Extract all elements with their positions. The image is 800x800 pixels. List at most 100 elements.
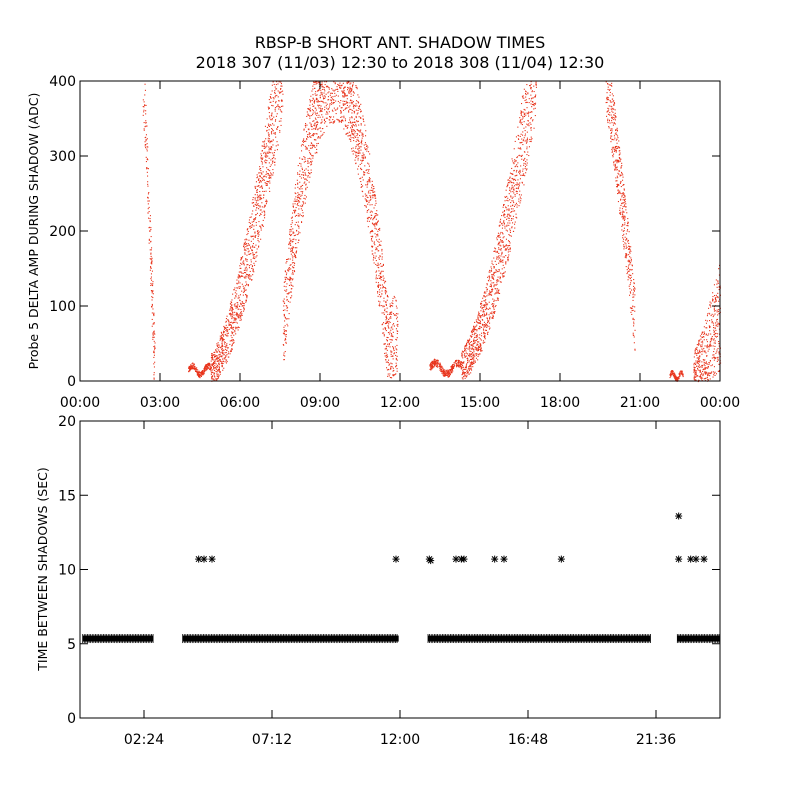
shadow-amplitude-point	[147, 185, 149, 187]
shadow-amplitude-point	[371, 229, 373, 231]
shadow-amplitude-point	[357, 120, 359, 122]
shadow-amplitude-point	[250, 253, 252, 255]
shadow-amplitude-point	[229, 312, 231, 314]
shadow-amplitude-point	[461, 354, 463, 356]
shadow-amplitude-point	[231, 345, 233, 347]
shadow-amplitude-point	[260, 158, 262, 160]
shadow-amplitude-point	[670, 373, 672, 375]
shadow-amplitude-point	[609, 91, 611, 93]
shadow-amplitude-point	[631, 307, 633, 309]
shadow-amplitude-point	[268, 177, 270, 179]
shadow-amplitude-point	[471, 357, 473, 359]
shadow-amplitude-point	[390, 368, 392, 370]
shadow-amplitude-point	[523, 159, 525, 161]
shadow-amplitude-point	[315, 107, 317, 109]
shadow-amplitude-point	[453, 362, 455, 364]
shadow-amplitude-point	[239, 265, 241, 267]
shadow-amplitude-point	[252, 270, 254, 272]
shadow-amplitude-point	[152, 332, 154, 334]
shadow-amplitude-point	[394, 346, 396, 348]
shadow-amplitude-point	[524, 157, 526, 159]
shadow-amplitude-point	[277, 126, 279, 128]
shadow-amplitude-point	[486, 324, 488, 326]
shadow-amplitude-point	[614, 137, 616, 139]
shadow-amplitude-point	[489, 312, 491, 314]
shadow-amplitude-point	[508, 193, 510, 195]
shadow-amplitude-point	[625, 233, 627, 235]
shadow-amplitude-point	[389, 312, 391, 314]
shadow-amplitude-point	[277, 104, 279, 106]
shadow-amplitude-point	[434, 359, 436, 361]
shadow-amplitude-point	[493, 284, 495, 286]
shadow-amplitude-point	[284, 338, 286, 340]
shadow-amplitude-point	[218, 349, 220, 351]
shadow-amplitude-point	[291, 234, 293, 236]
shadow-amplitude-point	[353, 105, 355, 107]
shadow-amplitude-point	[482, 309, 484, 311]
shadow-amplitude-point	[491, 289, 493, 291]
shadow-amplitude-point	[206, 368, 208, 370]
shadow-amplitude-point	[446, 373, 448, 375]
shadow-amplitude-point	[622, 214, 624, 216]
shadow-amplitude-point	[471, 344, 473, 346]
shadow-amplitude-point	[301, 174, 303, 176]
shadow-amplitude-point	[226, 343, 228, 345]
shadow-amplitude-point	[519, 182, 521, 184]
shadow-amplitude-point	[613, 147, 615, 149]
shadow-amplitude-point	[431, 366, 433, 368]
shadow-amplitude-point	[377, 235, 379, 237]
shadow-amplitude-point	[322, 88, 324, 90]
shadow-amplitude-point	[279, 107, 281, 109]
shadow-amplitude-point	[379, 284, 381, 286]
shadow-amplitude-point	[449, 372, 451, 374]
shadow-amplitude-point	[266, 145, 268, 147]
shadow-amplitude-point	[496, 283, 498, 285]
shadow-amplitude-point	[386, 318, 388, 320]
shadow-amplitude-point	[534, 107, 536, 109]
shadow-amplitude-point	[392, 355, 394, 357]
shadow-amplitude-point	[464, 368, 466, 370]
shadow-amplitude-point	[493, 307, 495, 309]
shadow-amplitude-point	[356, 155, 358, 157]
shadow-amplitude-point	[465, 344, 467, 346]
shadow-amplitude-point	[632, 299, 634, 301]
shadow-amplitude-point	[364, 198, 366, 200]
shadow-amplitude-point	[332, 96, 334, 98]
shadow-amplitude-point	[526, 107, 528, 109]
shadow-amplitude-point	[320, 109, 322, 111]
shadow-amplitude-point	[527, 113, 529, 115]
shadow-amplitude-point	[332, 102, 334, 104]
shadow-amplitude-point	[397, 313, 399, 315]
shadow-amplitude-point	[241, 283, 243, 285]
shadow-amplitude-point	[608, 110, 610, 112]
shadow-amplitude-point	[264, 151, 266, 153]
shadow-amplitude-point	[517, 183, 519, 185]
shadow-amplitude-point	[634, 287, 636, 289]
shadow-amplitude-point	[354, 159, 356, 161]
shadow-amplitude-point	[622, 235, 624, 237]
shadow-amplitude-point	[518, 198, 520, 200]
shadow-amplitude-point	[284, 289, 286, 291]
shadow-amplitude-point	[352, 134, 354, 136]
shadow-amplitude-point	[446, 372, 448, 374]
shadow-amplitude-point	[283, 331, 285, 333]
shadow-amplitude-point	[482, 304, 484, 306]
shadow-amplitude-point	[362, 191, 364, 193]
shadow-amplitude-point	[350, 137, 352, 139]
shadow-amplitude-point	[395, 328, 397, 330]
shadow-amplitude-point	[681, 373, 683, 375]
shadow-amplitude-point	[607, 122, 609, 124]
shadow-amplitude-point	[513, 202, 515, 204]
shadow-amplitude-point	[497, 235, 499, 237]
shadow-amplitude-point	[265, 171, 267, 173]
shadow-amplitude-point	[289, 234, 291, 236]
shadow-amplitude-point	[502, 233, 504, 235]
shadow-amplitude-point	[368, 209, 370, 211]
shadow-amplitude-point	[626, 254, 628, 256]
shadow-amplitude-point	[606, 101, 608, 103]
shadow-amplitude-point	[375, 228, 377, 230]
shadow-amplitude-point	[284, 334, 286, 336]
shadow-amplitude-point	[479, 320, 481, 322]
shadow-amplitude-point	[343, 87, 345, 89]
shadow-amplitude-point	[359, 163, 361, 165]
